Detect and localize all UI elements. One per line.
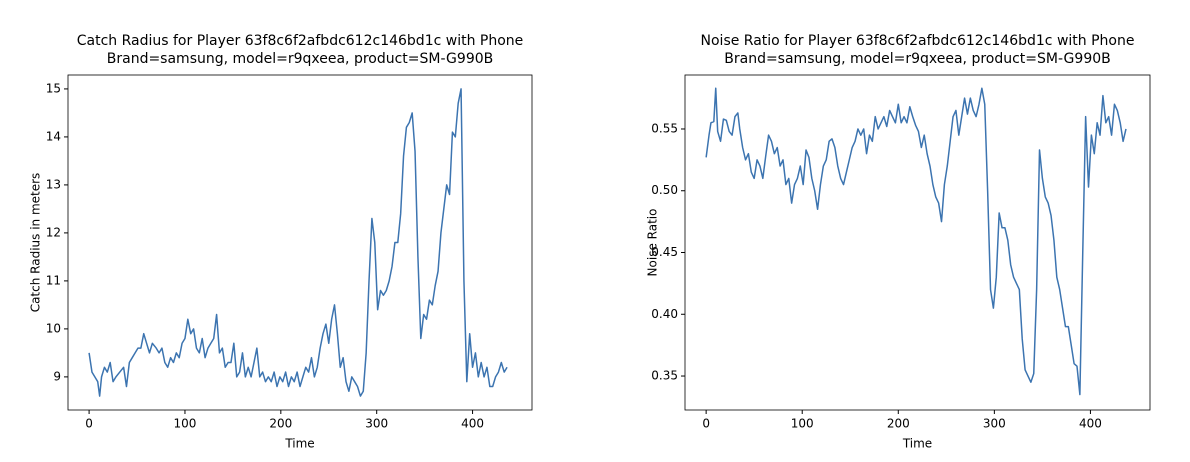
x-axis-label: Time bbox=[284, 437, 314, 451]
y-tick-label: 0.35 bbox=[651, 369, 678, 383]
y-tick-label: 12 bbox=[46, 225, 61, 239]
data-line bbox=[705, 87, 1127, 396]
y-tick-label: 13 bbox=[46, 177, 61, 191]
x-tick-label: 0 bbox=[702, 417, 710, 431]
x-tick-label: 300 bbox=[983, 417, 1006, 431]
y-tick-label: 14 bbox=[46, 129, 61, 143]
x-tick-label: 300 bbox=[365, 417, 388, 431]
x-tick-label: 200 bbox=[887, 417, 910, 431]
y-tick-label: 0.40 bbox=[651, 307, 678, 321]
y-tick-label: 15 bbox=[46, 81, 61, 95]
y-tick-label: 10 bbox=[46, 321, 61, 335]
chart-title: Noise Ratio for Player 63f8c6f2afbdc612c… bbox=[701, 33, 1135, 49]
x-tick-label: 100 bbox=[791, 417, 814, 431]
x-axis-label: Time bbox=[902, 437, 932, 451]
y-axis-label: Noise Ratio bbox=[646, 209, 660, 277]
chart-title: Brand=samsung, model=r9qxeea, product=SM… bbox=[724, 51, 1110, 67]
plot-frame bbox=[684, 74, 1151, 411]
chart-title: Brand=samsung, model=r9qxeea, product=SM… bbox=[107, 51, 493, 67]
y-tick-label: 0.45 bbox=[651, 245, 678, 259]
y-tick-label: 11 bbox=[46, 273, 61, 287]
x-tick-label: 400 bbox=[1079, 417, 1102, 431]
x-tick-label: 0 bbox=[85, 417, 93, 431]
y-axis-label: Catch Radius in meters bbox=[29, 173, 43, 313]
plot-frame bbox=[67, 74, 533, 411]
x-tick-label: 400 bbox=[461, 417, 484, 431]
data-line bbox=[88, 88, 508, 397]
y-tick-label: 9 bbox=[53, 369, 61, 383]
x-tick-label: 100 bbox=[174, 417, 197, 431]
y-tick-label: 0.55 bbox=[651, 121, 678, 135]
chart-title: Catch Radius for Player 63f8c6f2afbdc612… bbox=[77, 33, 524, 49]
y-tick-label: 0.50 bbox=[651, 183, 678, 197]
x-tick-label: 200 bbox=[269, 417, 292, 431]
